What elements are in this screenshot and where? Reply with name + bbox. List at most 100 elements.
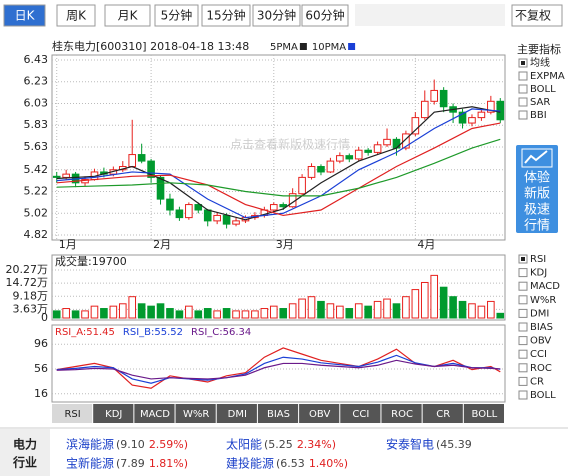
checkbox[interactable]	[518, 336, 528, 346]
stock-change: 2.59%)	[149, 438, 188, 451]
stock-name[interactable]: 建投能源	[226, 456, 274, 471]
volume-bar	[487, 300, 495, 319]
candle-body	[439, 89, 448, 108]
volume-bar	[251, 310, 259, 319]
indicator-tab[interactable]	[175, 404, 216, 423]
y-tick-label: 14.72万	[6, 276, 49, 289]
promo-icon	[524, 150, 548, 164]
indicator-line	[56, 106, 501, 221]
volume-bar	[279, 308, 288, 319]
indicator-option: CR	[530, 376, 544, 387]
checkbox-mark	[521, 61, 525, 65]
volume-bar	[383, 298, 391, 319]
stock-name[interactable]: 太阳能	[226, 437, 262, 452]
indicator-tab[interactable]	[134, 404, 175, 423]
legend-label: 10PMA	[312, 42, 346, 53]
volume-bar	[496, 312, 505, 319]
checkbox[interactable]	[518, 110, 528, 120]
candle-body	[232, 220, 240, 225]
checkbox[interactable]	[518, 97, 528, 107]
watermark: 点击查看新版极速行情	[230, 137, 350, 152]
checkbox[interactable]	[518, 390, 528, 400]
period-tab[interactable]	[201, 4, 251, 27]
period-tab[interactable]	[3, 4, 46, 27]
indicator-option: RSI	[530, 254, 546, 265]
volume-bar	[232, 310, 240, 319]
x-tick-label: 2月	[153, 238, 171, 251]
checkbox[interactable]	[518, 363, 528, 373]
stock-name[interactable]: 安泰智电	[386, 437, 434, 452]
y-tick-label: 20.27万	[6, 263, 49, 276]
legend-swatch	[348, 43, 356, 50]
volume-bar	[307, 296, 316, 319]
indicator-option: OBV	[530, 336, 551, 347]
volume-bar	[317, 300, 325, 319]
indicator-line	[56, 138, 501, 197]
volume-bar	[100, 308, 108, 319]
period-tab[interactable]	[154, 4, 199, 27]
checkbox[interactable]	[518, 281, 528, 291]
adjust-label: 不复权	[515, 9, 551, 23]
checkbox[interactable]	[518, 295, 528, 305]
x-tick-label: 1月	[59, 238, 77, 251]
indicator-tab[interactable]	[299, 404, 340, 423]
indicator-tab[interactable]	[52, 404, 93, 423]
promo-text: 行情	[524, 219, 550, 234]
period-tab[interactable]	[56, 4, 96, 27]
volume-bar	[354, 303, 363, 319]
indicator-tab-label: MACD	[140, 409, 170, 420]
checkbox[interactable]	[518, 71, 528, 81]
volume-bar	[213, 310, 221, 319]
volume-bar	[402, 296, 410, 319]
adjust-dropdown[interactable]	[511, 4, 563, 27]
volume-bar	[430, 274, 439, 319]
candle-body	[194, 204, 203, 211]
stock-name[interactable]: 滨海能源	[66, 437, 114, 452]
volume-bar	[81, 310, 89, 319]
indicator-tab[interactable]	[422, 404, 463, 423]
checkbox[interactable]	[518, 322, 528, 332]
volume-bar	[137, 303, 146, 319]
indicator-tab-label: BIAS	[267, 409, 290, 420]
indicator-option: BOLL	[530, 84, 556, 95]
period-tab-label: 5分钟	[161, 8, 193, 23]
price-panel	[51, 54, 506, 241]
indicator-tab-label: ROC	[391, 409, 413, 420]
indicator-tab-label: RSI	[64, 409, 80, 420]
y-tick-label: 16	[34, 387, 48, 400]
stock-name[interactable]: 宝新能源	[66, 456, 114, 471]
indicator-tab[interactable]	[216, 404, 257, 423]
volume-bar	[147, 305, 155, 319]
period-tab[interactable]	[252, 4, 301, 27]
y-tick-label: 6.43	[24, 53, 49, 66]
checkbox[interactable]	[518, 349, 528, 359]
volume-bar	[298, 298, 306, 319]
candle-body	[128, 154, 137, 168]
indicator-tab[interactable]	[93, 404, 134, 423]
checkbox[interactable]	[518, 84, 528, 94]
candle-body	[147, 160, 155, 178]
checkbox[interactable]	[518, 376, 528, 386]
volume-bar	[166, 308, 174, 319]
period-tab[interactable]	[104, 4, 151, 27]
y-tick-label: 5.63	[24, 140, 49, 153]
candle-body	[62, 173, 70, 178]
indicator-tab-label: BOLL	[472, 409, 498, 420]
y-tick-label: 4.82	[24, 228, 49, 241]
indicator-tab[interactable]	[257, 404, 299, 423]
candle-body	[137, 154, 146, 162]
y-tick-label: 5.02	[24, 206, 49, 219]
promo-text: 新版	[524, 186, 550, 202]
indicator-tab[interactable]	[463, 404, 504, 423]
candle-body	[156, 176, 165, 200]
indicator-tab[interactable]	[340, 404, 381, 423]
period-tab-label: 15分钟	[206, 8, 245, 23]
indicator-tab[interactable]	[381, 404, 422, 423]
checkbox[interactable]	[518, 308, 528, 318]
period-tab[interactable]	[301, 4, 349, 27]
candle-body	[222, 214, 231, 225]
volume-title: 成交量:19700	[55, 254, 127, 268]
checkbox[interactable]	[518, 268, 528, 278]
volume-bar	[175, 310, 184, 319]
volume-bar	[62, 308, 70, 319]
